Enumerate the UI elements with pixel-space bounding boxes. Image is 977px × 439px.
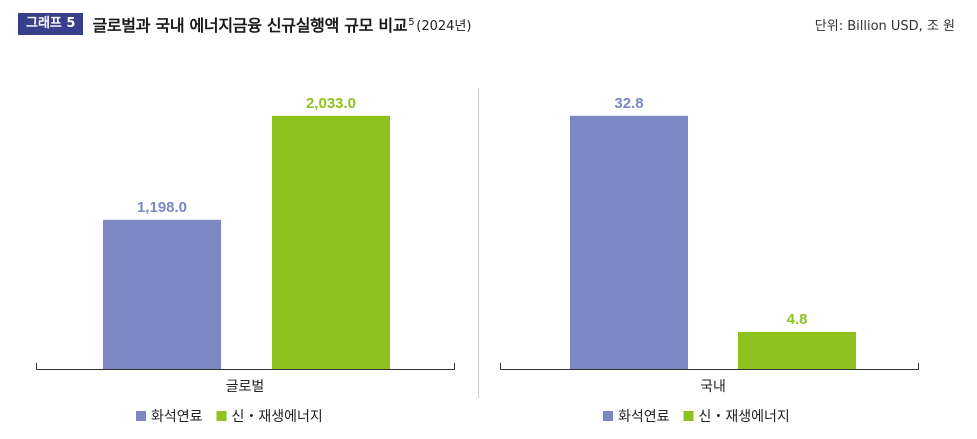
- chart-header: 그래프 5 글로벌과 국내 에너지금융 신규실행액 규모 비교5 (2024년): [18, 12, 471, 36]
- legend-swatch: [216, 411, 227, 421]
- legend-swatch: [136, 411, 146, 421]
- legend-label: 신・재생에너지: [699, 409, 790, 425]
- legend-swatch: [603, 411, 613, 421]
- data-label: 32.8: [614, 95, 643, 112]
- data-label: 4.8: [787, 311, 808, 328]
- bar-renewable: [738, 331, 856, 369]
- figure-badge: 그래프 5: [18, 13, 84, 35]
- bar-fossil: [570, 115, 688, 369]
- footnote-marker: 5: [408, 16, 415, 28]
- chart-title: 글로벌과 국내 에너지금융 신규실행액 규모 비교5: [92, 12, 414, 36]
- data-label: 2,033.0: [306, 95, 356, 112]
- bar-fossil: [103, 219, 221, 369]
- category-label: 국내: [700, 379, 726, 395]
- legend-label: 화석연료: [151, 409, 203, 425]
- chart-year: (2024년): [416, 18, 472, 34]
- chart-title-text: 글로벌과 국내 에너지금융 신규실행액 규모 비교: [92, 16, 408, 35]
- legend-label: 신・재생에너지: [232, 409, 323, 425]
- category-label: 글로벌: [226, 379, 265, 395]
- bar-renewable: [272, 115, 390, 369]
- legend-label: 화석연료: [618, 409, 670, 425]
- legend-swatch: [683, 411, 694, 421]
- data-label: 1,198.0: [137, 199, 187, 216]
- unit-label: 단위: Billion USD, 조 원: [814, 19, 955, 34]
